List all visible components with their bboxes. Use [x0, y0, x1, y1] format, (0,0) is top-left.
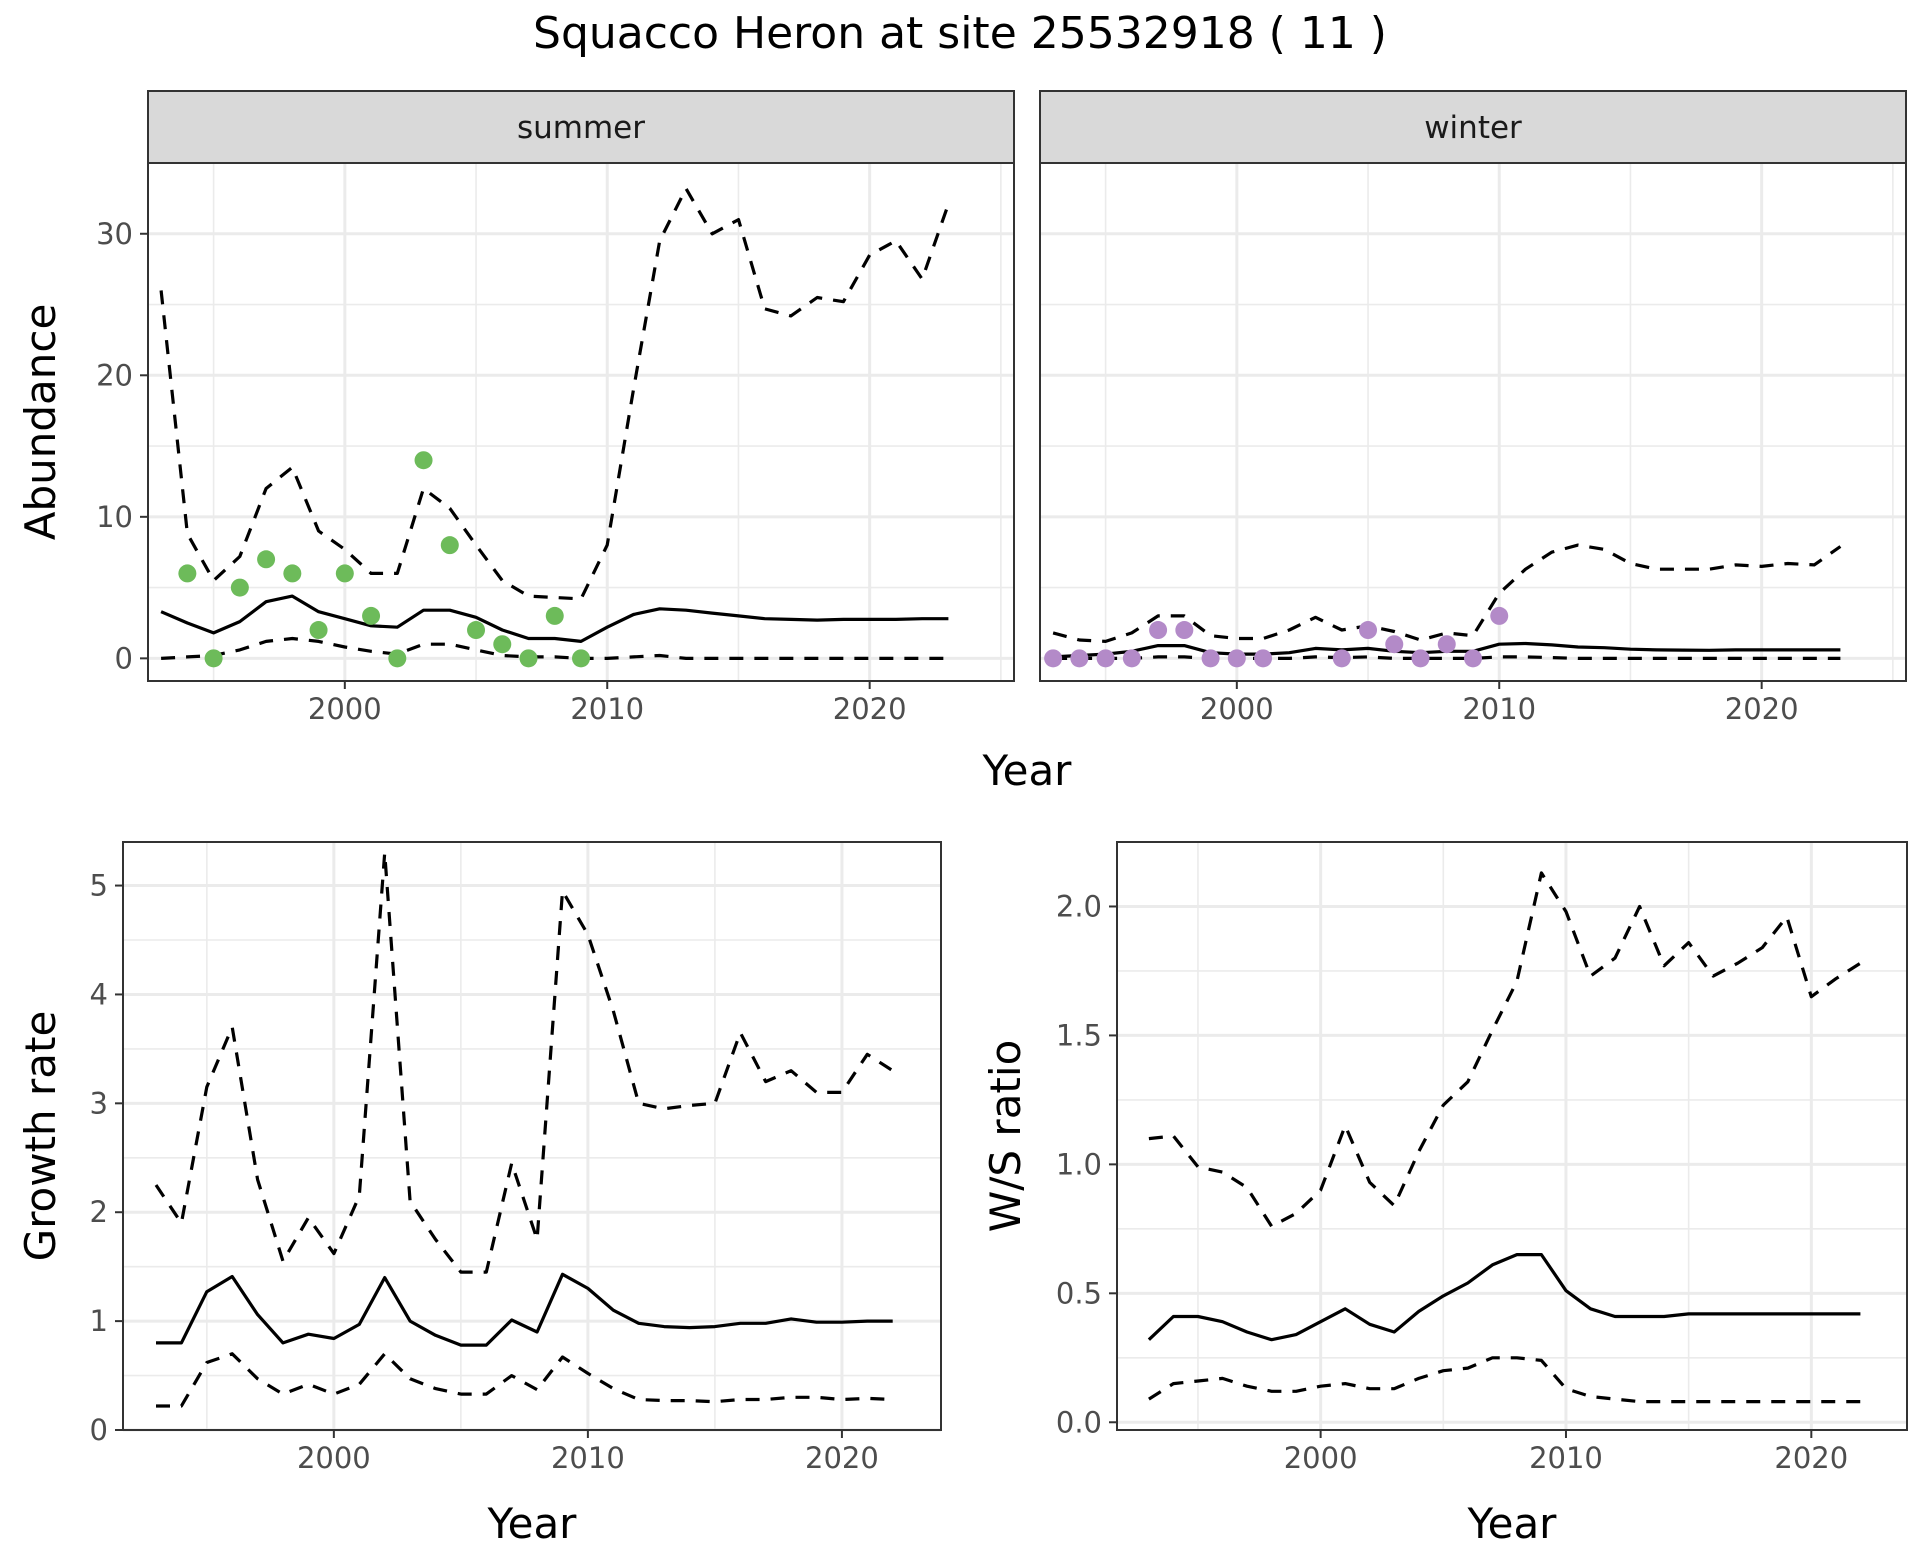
series-mean-line — [156, 1272, 893, 1347]
observed-count-point — [1070, 649, 1089, 668]
x-tick-label: 2000 — [308, 692, 382, 726]
observed-count-point — [1332, 649, 1351, 668]
x-tick-label: 2010 — [1529, 1441, 1603, 1475]
y-axis-title: Growth rate — [16, 1011, 65, 1262]
observed-count-point — [519, 649, 538, 668]
observed-count-point — [414, 451, 433, 470]
panel-background — [123, 842, 941, 1430]
x-tick-label: 2010 — [551, 1441, 625, 1475]
series-upper-bound-line — [1052, 543, 1842, 643]
series-group — [154, 851, 894, 1408]
y-axis-title: W/S ratio — [981, 1040, 1030, 1233]
observed-count-point — [309, 621, 328, 640]
abundance-chart: 2000 2010 2020 0 10 20 30 summer 2000 2010 2020 win… — [16, 90, 1907, 795]
y-tick-label: 10 — [96, 500, 133, 534]
observed-count-point — [388, 649, 407, 668]
x-tick-label: 2020 — [1774, 1441, 1848, 1475]
x-tick-label: 2000 — [1284, 1441, 1358, 1475]
observed-count-point — [1464, 649, 1482, 668]
series-lower-bound-line — [1148, 1356, 1861, 1404]
chart-title: Squacco Heron at site 25532918 ( 11 ) — [533, 8, 1387, 59]
observed-count-point — [335, 564, 354, 583]
series-upper-bound-line — [159, 186, 950, 601]
x-axis-title: Year — [487, 1499, 578, 1548]
observed-count-point — [283, 564, 302, 583]
series-lower-bound-line — [1053, 655, 1841, 660]
x-axis-title: Year — [1467, 1499, 1558, 1548]
observed-count-point — [257, 550, 276, 569]
series-lower-bound-line — [156, 1352, 893, 1408]
series-mean-line — [160, 594, 949, 643]
y-tick-label: 2.0 — [1056, 889, 1102, 923]
panel-background — [148, 163, 1014, 681]
y-tick-label: 0 — [115, 641, 133, 675]
observed-count-point — [1201, 649, 1220, 668]
facet-strip — [147, 90, 1015, 164]
facet-panel-summer: 2000 2010 2020 0 10 20 30 summer — [96, 90, 1015, 726]
x-tick-label: 2000 — [297, 1441, 371, 1475]
observed-count-point — [493, 635, 512, 654]
y-tick-label: 2 — [90, 1195, 108, 1229]
observed-count-point — [572, 649, 590, 668]
series-mean-line — [1147, 1253, 1861, 1342]
y-tick-label: 1 — [90, 1304, 108, 1338]
x-axis-title: Year — [982, 746, 1073, 795]
y-tick-label: 0.5 — [1056, 1276, 1102, 1310]
y-axis-title: Abundance — [16, 304, 65, 541]
series-lower-bound-line — [161, 636, 949, 660]
observed-count-point — [1490, 606, 1509, 625]
x-tick-label: 2020 — [805, 1441, 879, 1475]
y-tick-label: 4 — [90, 977, 108, 1011]
y-tick-label: 0 — [90, 1413, 108, 1447]
x-tick-label: 2020 — [1725, 692, 1799, 726]
observed-count-point — [204, 649, 223, 668]
observed-count-point — [1411, 649, 1430, 668]
observed-count-point — [230, 578, 249, 597]
y-tick-label: 30 — [96, 217, 133, 251]
observed-count-point — [1385, 635, 1404, 654]
panel-border — [1116, 841, 1908, 1431]
facet-panel-winter: 2000 2010 2020 winter — [1039, 90, 1907, 726]
observed-count-point — [440, 536, 459, 555]
x-tick-label: 2010 — [570, 692, 644, 726]
facet-strip-label: winter — [1424, 110, 1522, 146]
y-tick-label: 20 — [96, 358, 133, 392]
series-group — [1147, 871, 1862, 1404]
observed-count-point — [178, 564, 197, 583]
observed-count-point — [467, 621, 486, 640]
observed-count-point — [362, 606, 381, 625]
panel-border — [122, 841, 942, 1431]
y-tick-label: 0.0 — [1056, 1405, 1102, 1439]
series-upper-bound-line — [154, 851, 894, 1274]
growth-rate-chart: 2000 2010 2020 0 1 2 3 4 5 Year Growth rate — [16, 841, 942, 1548]
observed-count-point — [1122, 649, 1141, 668]
observed-count-point — [545, 606, 564, 625]
observed-count-point — [1096, 649, 1115, 668]
observed-count-point — [1359, 621, 1378, 640]
y-tick-label: 5 — [90, 869, 108, 903]
panel-background — [1117, 842, 1907, 1430]
panel-background — [1040, 163, 1906, 681]
series-upper-bound-line — [1148, 871, 1862, 1228]
observed-count-point — [1044, 649, 1063, 668]
observed-count-point — [1437, 635, 1456, 654]
y-tick-label: 1.5 — [1056, 1018, 1102, 1052]
facet-strip — [1039, 90, 1907, 164]
series-group — [159, 186, 950, 668]
observed-count-point — [1175, 621, 1194, 640]
observed-count-point — [1149, 621, 1168, 640]
x-tick-label: 2010 — [1462, 692, 1536, 726]
observed-count-point — [1254, 649, 1273, 668]
series-group — [1044, 543, 1842, 668]
y-tick-label: 1.0 — [1056, 1147, 1102, 1181]
facet-strip-label: summer — [517, 110, 645, 146]
x-tick-label: 2000 — [1200, 692, 1274, 726]
observed-count-point — [1227, 649, 1246, 668]
ws-ratio-chart: 2000 2010 2020 0.0 0.5 1.0 1.5 2.0 Year W/S ratio — [981, 841, 1908, 1548]
x-tick-label: 2020 — [833, 692, 907, 726]
y-tick-label: 3 — [90, 1086, 108, 1120]
